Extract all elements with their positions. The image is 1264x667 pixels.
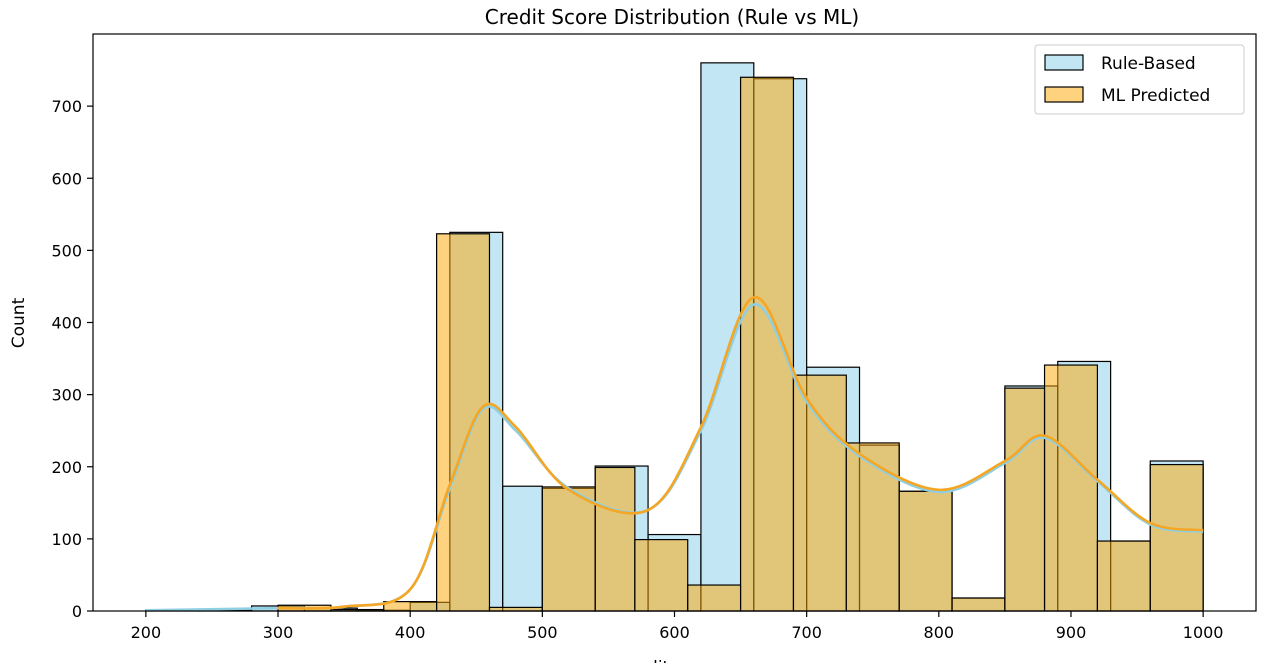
- plot-area: 200 300 400 500 600 700 800 900 1000 0 100 200 300 40…: [51, 33, 1257, 642]
- x-tick-label: 500: [527, 623, 558, 642]
- y-tick-label: 700: [51, 97, 82, 116]
- histogram-bar: [1096, 540, 1151, 612]
- series-bars-ml-predicted: [277, 76, 1204, 612]
- y-tick-label: 300: [51, 386, 82, 405]
- histogram-bar: [594, 466, 636, 612]
- histogram-bar: [634, 538, 689, 612]
- kde-line-ml-predicted: [277, 295, 1204, 610]
- y-tick-label: 600: [51, 169, 82, 188]
- histogram-bar: [739, 76, 795, 612]
- legend-label: Rule-Based: [1101, 54, 1196, 74]
- histogram-bar: [951, 597, 1006, 612]
- x-tick-label: 1000: [1183, 623, 1224, 642]
- histogram-bar: [687, 584, 742, 612]
- x-tick-label: 400: [395, 623, 426, 642]
- y-tick-label: 0: [72, 602, 82, 621]
- histogram-bar: [792, 374, 847, 612]
- y-axis-label: Count: [9, 297, 29, 348]
- legend-box: [1034, 44, 1245, 115]
- histogram-bar: [845, 442, 900, 612]
- histogram-bar: [541, 486, 596, 612]
- histogram-bar: [436, 233, 491, 612]
- chart-title: Credit Score Distribution (Rule vs ML): [485, 5, 859, 29]
- y-tick-label: 400: [51, 314, 82, 333]
- x-tick-label: 300: [263, 623, 294, 642]
- y-tick-label: 500: [51, 241, 82, 260]
- y-tick-label: 100: [51, 530, 82, 549]
- legend-swatch: [1044, 86, 1084, 103]
- x-tick-label: 600: [659, 623, 690, 642]
- histogram-bar: [502, 485, 543, 612]
- legend: Rule-Based ML Predicted: [1034, 44, 1245, 115]
- legend-swatch: [1044, 54, 1084, 71]
- histogram-bar: [1004, 387, 1046, 612]
- x-axis-label: credit_score: [621, 658, 724, 663]
- legend-label: ML Predicted: [1101, 86, 1210, 106]
- x-tick-label: 900: [1056, 623, 1087, 642]
- histogram-bar: [1043, 364, 1099, 612]
- histogram-bar: [1149, 463, 1204, 612]
- y-tick-label: 200: [51, 458, 82, 477]
- x-tick-label: 200: [131, 623, 162, 642]
- x-tick-label: 700: [791, 623, 822, 642]
- histogram-bar: [898, 490, 953, 612]
- x-tick-label: 800: [924, 623, 955, 642]
